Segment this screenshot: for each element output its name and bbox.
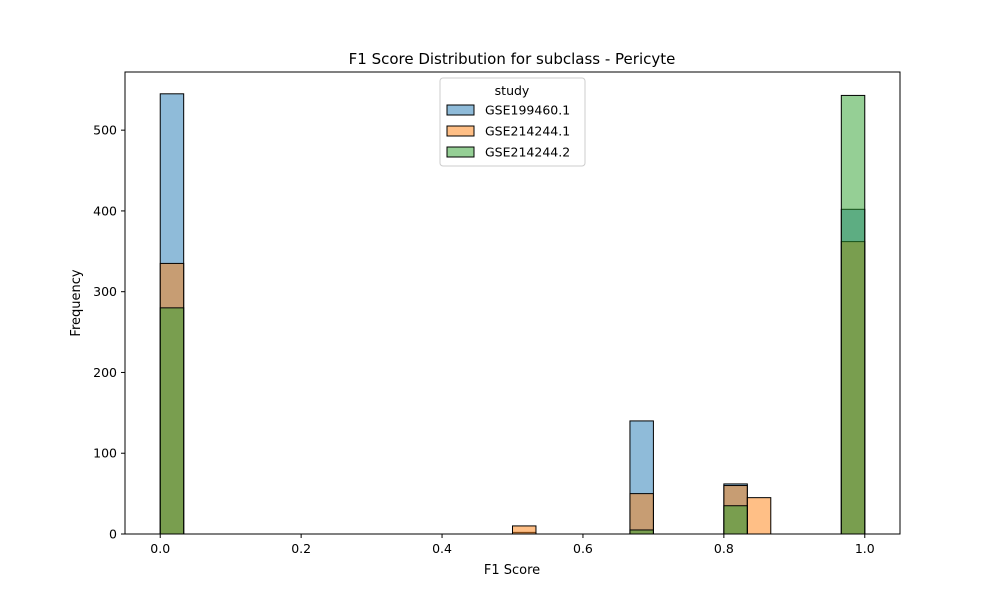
bar-GSE214244.1-2 bbox=[629, 493, 654, 535]
x-axis: 0.0 0.2 0.4 0.6 0.8 1.0 bbox=[150, 534, 875, 556]
legend-swatch bbox=[446, 146, 475, 158]
bar-GSE214244.2-2 bbox=[723, 505, 748, 535]
y-tick-label: 400 bbox=[93, 203, 117, 218]
legend: study GSE199460.1 GSE214244.1 GSE214244.2 bbox=[439, 77, 586, 167]
bar-GSE214244.2-1 bbox=[629, 529, 654, 535]
legend-entry-label: GSE199460.1 bbox=[485, 103, 570, 118]
x-tick-label: 0.2 bbox=[291, 541, 311, 556]
x-tick-label: 1.0 bbox=[855, 541, 875, 556]
plot-frame bbox=[124, 71, 901, 535]
y-tick-label: 300 bbox=[93, 284, 117, 299]
x-tick-label: 0.8 bbox=[714, 541, 734, 556]
bar-GSE214244.2-3 bbox=[840, 94, 866, 535]
x-tick-label: 0.0 bbox=[150, 541, 170, 556]
bar-GSE214244.1-1 bbox=[512, 525, 537, 535]
y-tick-label: 500 bbox=[93, 123, 117, 138]
x-axis-label: F1 Score bbox=[484, 563, 540, 578]
legend-entry-label: GSE214244.1 bbox=[485, 124, 570, 139]
legend-title: study bbox=[495, 83, 530, 98]
x-tick-label: 0.6 bbox=[573, 541, 593, 556]
legend-swatch bbox=[446, 125, 475, 137]
chart-title: F1 Score Distribution for subclass - Per… bbox=[349, 50, 676, 68]
bar-GSE214244.1-4 bbox=[746, 497, 772, 535]
y-tick-label: 100 bbox=[93, 446, 117, 461]
legend-entry-label: GSE214244.2 bbox=[485, 145, 570, 160]
y-axis: 0 100 200 300 400 500 bbox=[93, 123, 125, 542]
y-axis-label: Frequency bbox=[69, 269, 84, 336]
legend-frame bbox=[439, 77, 586, 167]
bars-layer bbox=[159, 93, 866, 535]
legend-swatch bbox=[446, 104, 475, 116]
bar-GSE214244.2-0 bbox=[159, 307, 185, 535]
x-tick-label: 0.4 bbox=[432, 541, 452, 556]
y-tick-label: 0 bbox=[109, 527, 117, 542]
y-tick-label: 200 bbox=[93, 365, 117, 380]
